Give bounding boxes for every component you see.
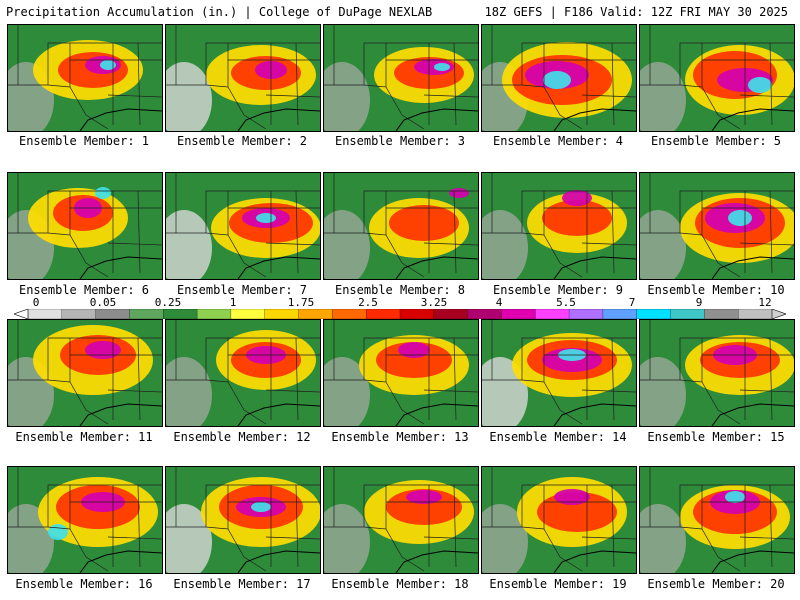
ensemble-map-panel <box>481 466 637 574</box>
ensemble-member-label: Ensemble Member: 12 <box>173 430 311 444</box>
colorbar-swatch <box>467 309 503 319</box>
ensemble-map-panel <box>639 319 795 427</box>
ensemble-map-panel <box>7 172 163 280</box>
precip-field <box>166 173 320 279</box>
colorbar-tick-label: 12 <box>758 296 772 309</box>
colorbar-tick-label: 4 <box>495 296 503 309</box>
ensemble-map-panel <box>323 24 479 132</box>
ensemble-map-panel <box>7 319 163 427</box>
ensemble-member-label: Ensemble Member: 8 <box>334 283 466 297</box>
colorbar-swatch <box>433 309 469 319</box>
ensemble-member-label: Ensemble Member: 11 <box>15 430 153 444</box>
ensemble-member-label: Ensemble Member: 6 <box>18 283 150 297</box>
precip-field <box>640 173 794 279</box>
ensemble-map-panel <box>639 172 795 280</box>
colorbar-swatch <box>568 309 604 319</box>
ensemble-member-label: Ensemble Member: 18 <box>331 577 469 591</box>
precip-field <box>482 467 636 573</box>
colorbar-swatch <box>704 309 739 319</box>
colorbar-tick-label: 1.75 <box>287 296 315 309</box>
precip-field <box>640 320 794 426</box>
colorbar-tick-label: 0.25 <box>154 296 182 309</box>
ensemble-member-label: Ensemble Member: 15 <box>647 430 785 444</box>
colorbar-max-arrow <box>771 309 786 319</box>
ensemble-member-label: Ensemble Member: 14 <box>489 430 627 444</box>
ensemble-map-panel <box>481 24 637 132</box>
ensemble-map-panel <box>165 466 321 574</box>
precip-colorbar <box>14 309 786 319</box>
ensemble-map-panel <box>323 319 479 427</box>
precip-field <box>8 173 162 279</box>
ensemble-member-label: Ensemble Member: 4 <box>492 134 624 148</box>
colorbar-swatch <box>264 309 300 319</box>
colorbar-swatch <box>366 309 401 319</box>
ensemble-map-panel <box>323 172 479 280</box>
colorbar-tick-label: 0.05 <box>89 296 117 309</box>
ensemble-member-label: Ensemble Member: 1 <box>18 134 150 148</box>
colorbar-swatch <box>738 309 773 319</box>
precip-field <box>482 320 636 426</box>
ensemble-member-label: Ensemble Member: 2 <box>176 134 308 148</box>
precip-field <box>482 173 636 279</box>
precip-field <box>166 25 320 131</box>
precip-field <box>166 320 320 426</box>
ensemble-member-label: Ensemble Member: 19 <box>489 577 627 591</box>
precip-field <box>324 467 478 573</box>
colorbar-tick-label: 7 <box>628 296 636 309</box>
ensemble-map-panel <box>7 24 163 132</box>
precip-field <box>8 320 162 426</box>
ensemble-member-label: Ensemble Member: 7 <box>176 283 308 297</box>
map-title: Precipitation Accumulation (in.) | Colle… <box>6 5 433 19</box>
colorbar-swatch <box>298 309 334 319</box>
colorbar-swatch <box>163 309 198 319</box>
colorbar-swatch <box>61 309 97 319</box>
ensemble-map-panel <box>323 466 479 574</box>
precip-field <box>640 25 794 131</box>
colorbar-swatch <box>129 309 164 319</box>
precip-field <box>324 320 478 426</box>
colorbar-swatch <box>27 309 63 319</box>
colorbar-swatch <box>196 309 232 319</box>
colorbar-tick-label: 0 <box>32 296 40 309</box>
colorbar-swatch <box>602 309 638 319</box>
precip-field <box>324 173 478 279</box>
colorbar-swatch <box>332 309 367 319</box>
run-valid-time: 18Z GEFS | F186 Valid: 12Z FRI MAY 30 20… <box>484 5 788 19</box>
colorbar-swatch <box>95 309 131 319</box>
ensemble-member-label: Ensemble Member: 20 <box>647 577 785 591</box>
ensemble-member-label: Ensemble Member: 10 <box>647 283 785 297</box>
precip-field <box>640 467 794 573</box>
ensemble-map-panel <box>639 466 795 574</box>
ensemble-member-label: Ensemble Member: 17 <box>173 577 311 591</box>
ensemble-member-label: Ensemble Member: 16 <box>15 577 153 591</box>
ensemble-map-panel <box>165 319 321 427</box>
colorbar-swatch <box>535 309 570 319</box>
colorbar-tick-label: 3.25 <box>420 296 448 309</box>
colorbar-swatch <box>636 309 672 319</box>
ensemble-member-label: Ensemble Member: 13 <box>331 430 469 444</box>
ensemble-map-panel <box>7 466 163 574</box>
precip-field <box>8 467 162 573</box>
colorbar-swatch <box>501 309 536 319</box>
ensemble-member-label: Ensemble Member: 5 <box>650 134 782 148</box>
ensemble-map-panel <box>639 24 795 132</box>
ensemble-map-panel <box>481 319 637 427</box>
ensemble-member-label: Ensemble Member: 9 <box>492 283 624 297</box>
colorbar-tick-label: 1 <box>229 296 237 309</box>
colorbar-tick-label: 2.5 <box>358 296 378 309</box>
colorbar-swatch <box>399 309 435 319</box>
precip-field <box>8 25 162 131</box>
ensemble-map-panel <box>481 172 637 280</box>
precip-field <box>166 467 320 573</box>
ensemble-member-label: Ensemble Member: 3 <box>334 134 466 148</box>
colorbar-swatch <box>670 309 706 319</box>
colorbar-tick-label: 5.5 <box>556 296 576 309</box>
colorbar-tick-label: 9 <box>695 296 703 309</box>
precip-field <box>324 25 478 131</box>
colorbar-min-arrow <box>14 309 29 319</box>
ensemble-map-panel <box>165 24 321 132</box>
precip-field <box>482 25 636 131</box>
ensemble-map-panel <box>165 172 321 280</box>
colorbar-swatch <box>230 309 266 319</box>
